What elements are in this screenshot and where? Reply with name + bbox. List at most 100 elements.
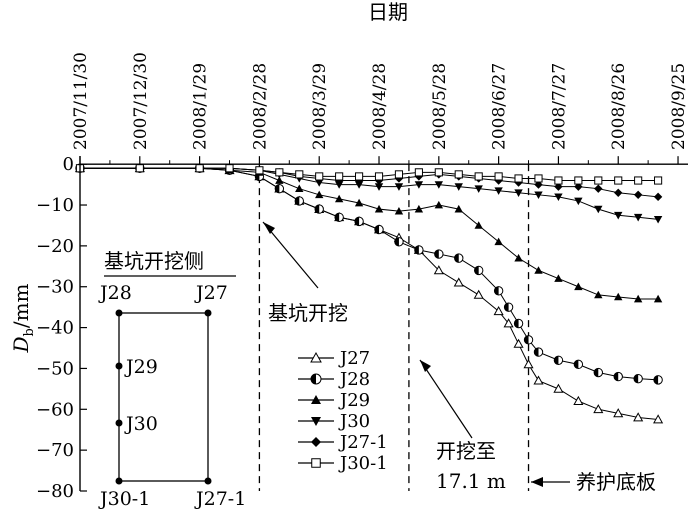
data-point (454, 253, 464, 263)
data-point (434, 249, 444, 259)
data-point (354, 198, 364, 207)
legend-label: J30-1 (338, 453, 388, 474)
data-point (494, 172, 503, 181)
data-point (594, 205, 603, 214)
data-point (494, 237, 503, 246)
data-point (310, 373, 322, 385)
annotation-curing-arrowhead (531, 477, 543, 487)
data-point (533, 347, 544, 357)
data-point (553, 383, 564, 393)
data-point (594, 184, 603, 193)
inset-label-j30-1: J30-1 (98, 488, 150, 510)
x-tick-label: 2008/2/28 (250, 63, 270, 150)
annotation-excavation: 基坑开挖 (262, 221, 348, 325)
x-tick-label: 2008/1/29 (191, 63, 211, 150)
x-tick-label: 2007/11/30 (71, 52, 91, 150)
series-line (80, 167, 659, 198)
data-point (354, 216, 364, 227)
data-point (633, 190, 643, 200)
inset-label-j30: J30 (124, 413, 158, 435)
data-point (594, 176, 603, 185)
annotation-excavation-arrow (262, 221, 319, 289)
annotation-dig-depth-label: 开挖至 (436, 439, 496, 463)
annotation-curing: 养护底板 (531, 470, 656, 494)
axes (79, 156, 688, 492)
data-point (414, 245, 424, 255)
annotation-dig-depth: 开挖至 17.1 m (419, 359, 506, 493)
x-tick-label: 2008/9/25 (669, 63, 689, 150)
x-tick-label: 2008/7/27 (549, 63, 569, 150)
x-tick-labels: 2007/11/30 2007/12/30 2008/1/29 2008/2/28 20… (71, 52, 689, 150)
data-point (311, 458, 321, 468)
data-point (434, 200, 444, 209)
data-point (574, 182, 583, 191)
data-point (614, 292, 623, 301)
series-j30-1 (75, 164, 663, 185)
inset-label-j27: J27 (194, 282, 228, 304)
data-point (354, 181, 364, 189)
data-point (474, 221, 483, 229)
data-point (355, 172, 364, 181)
data-point (653, 215, 663, 224)
data-point (594, 290, 603, 299)
data-point (315, 190, 324, 199)
event-lines (258, 164, 530, 491)
data-point (633, 294, 643, 303)
data-point (494, 187, 503, 195)
legend-item: J27 (298, 348, 370, 369)
data-point (513, 318, 524, 329)
data-point (434, 168, 443, 177)
data-point (514, 253, 523, 262)
data-point (514, 189, 523, 197)
data-point (374, 172, 384, 181)
data-point (311, 417, 321, 426)
series-j29 (75, 164, 663, 303)
data-point (135, 164, 144, 173)
data-point (573, 395, 584, 405)
legend-label: J27-1 (338, 432, 388, 453)
inset-point-j27 (204, 309, 212, 317)
data-point (335, 172, 344, 181)
data-point (334, 194, 344, 203)
data-point (554, 193, 563, 202)
data-point (474, 185, 483, 193)
data-point (295, 170, 304, 179)
data-point (614, 211, 623, 220)
data-point (523, 359, 534, 369)
y-tick-label: −50 (36, 358, 74, 379)
data-point (493, 306, 504, 316)
data-point (614, 188, 623, 197)
data-point (454, 170, 463, 179)
y-tick-label: −30 (36, 277, 74, 298)
inset-point-j27-1 (204, 477, 212, 485)
data-point (523, 335, 534, 345)
data-point (514, 174, 523, 183)
series-line (80, 167, 659, 182)
data-point (554, 274, 563, 282)
data-point (534, 266, 543, 274)
inset-pit-outline (118, 312, 209, 482)
data-point (310, 351, 322, 363)
data-point (473, 289, 484, 299)
y-axis-title-sub: b (22, 328, 37, 336)
data-point (493, 286, 504, 296)
data-point (414, 204, 424, 213)
legend-label: J30 (338, 411, 370, 432)
y-tick-label: −10 (36, 195, 74, 216)
data-point (225, 164, 234, 173)
data-point (614, 176, 623, 185)
data-point (295, 184, 304, 193)
x-tick-label: 2008/3/29 (310, 63, 330, 150)
data-point (255, 166, 264, 175)
annotation-excavation-label: 基坑开挖 (268, 301, 348, 325)
inset-point-j28 (115, 309, 123, 317)
data-point (334, 181, 344, 189)
legend-label: J28 (338, 369, 370, 390)
annotation-dig-depth-value: 17.1 m (436, 469, 506, 493)
series-line (80, 167, 659, 300)
data-point (474, 172, 483, 181)
x-tick-label: 2007/12/30 (131, 52, 151, 150)
data-point (315, 179, 324, 187)
data-point (533, 375, 544, 385)
data-point (633, 412, 644, 422)
